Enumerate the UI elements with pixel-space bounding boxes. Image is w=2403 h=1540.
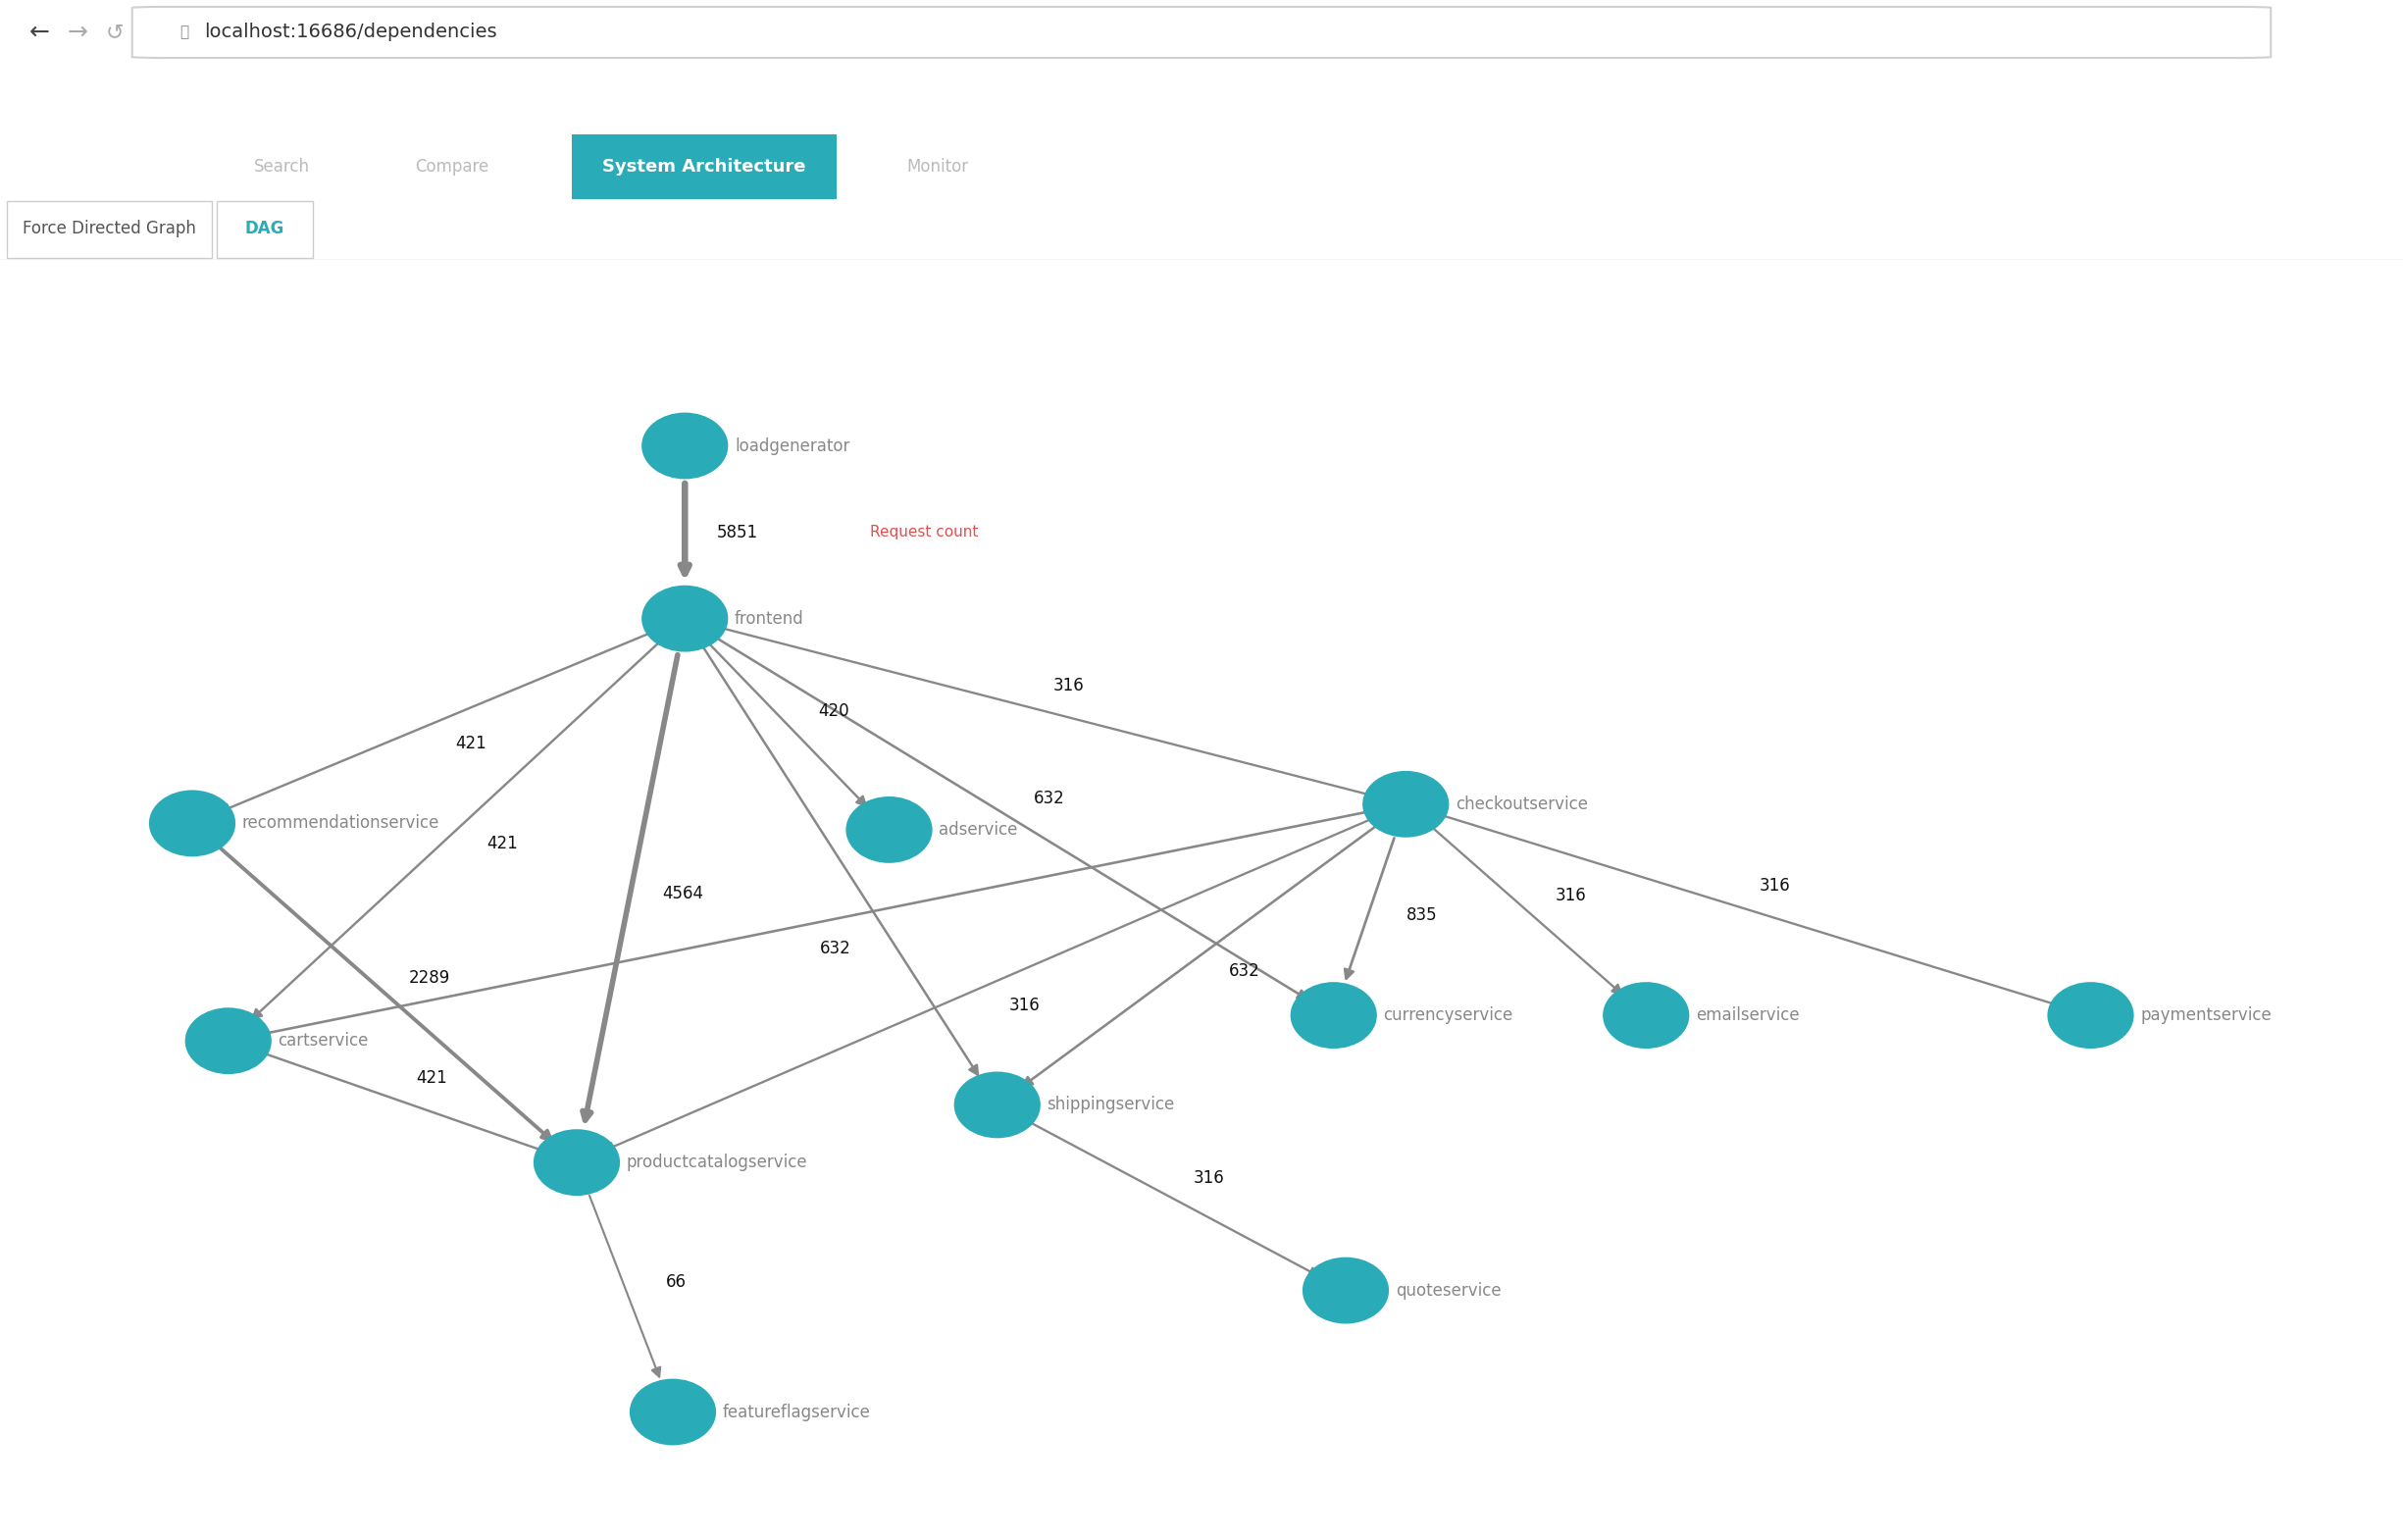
Text: →: →	[67, 20, 89, 45]
Text: paymentservice: paymentservice	[2141, 1007, 2271, 1024]
Text: quoteservice: quoteservice	[1396, 1281, 1502, 1300]
Text: Compare: Compare	[416, 157, 488, 176]
Text: 4564: 4564	[663, 884, 704, 902]
Text: emailservice: emailservice	[1697, 1007, 1800, 1024]
Ellipse shape	[1363, 772, 1449, 838]
Text: productcatalogservice: productcatalogservice	[627, 1153, 807, 1172]
FancyBboxPatch shape	[7, 202, 211, 257]
Bar	[572, 134, 836, 199]
Ellipse shape	[1302, 1257, 1389, 1324]
Text: Force Directed Graph: Force Directed Graph	[22, 219, 197, 237]
Text: localhost:16686/dependencies: localhost:16686/dependencies	[204, 23, 497, 42]
FancyBboxPatch shape	[132, 6, 2271, 59]
Text: 316: 316	[1759, 876, 1790, 895]
Text: 5851: 5851	[716, 524, 759, 541]
Text: 632: 632	[1228, 962, 1259, 979]
Text: currencyservice: currencyservice	[1384, 1007, 1514, 1024]
Text: loadgenerator: loadgenerator	[735, 437, 851, 454]
Text: ↺: ↺	[106, 23, 125, 42]
Text: 2289: 2289	[409, 970, 449, 987]
Text: checkoutservice: checkoutservice	[1456, 795, 1588, 813]
Text: shippingservice: shippingservice	[1048, 1096, 1175, 1113]
Ellipse shape	[954, 1072, 1040, 1138]
Text: 316: 316	[1194, 1169, 1226, 1187]
Text: ⓘ: ⓘ	[180, 25, 190, 40]
Text: DAG: DAG	[245, 219, 284, 237]
Text: 835: 835	[1406, 906, 1437, 924]
Text: recommendationservice: recommendationservice	[243, 815, 440, 832]
Text: 421: 421	[416, 1069, 447, 1087]
Text: 632: 632	[1033, 790, 1065, 807]
Ellipse shape	[642, 413, 728, 479]
Text: System Architecture: System Architecture	[603, 157, 805, 176]
Ellipse shape	[149, 790, 235, 856]
Ellipse shape	[846, 796, 932, 862]
Text: Search: Search	[255, 157, 310, 176]
Text: 632: 632	[819, 939, 851, 958]
Text: 421: 421	[488, 835, 519, 853]
Text: ←: ←	[29, 20, 50, 45]
Text: 316: 316	[1555, 887, 1586, 904]
Text: JAEGER UI: JAEGER UI	[53, 157, 151, 176]
FancyBboxPatch shape	[216, 202, 312, 257]
Text: cartservice: cartservice	[279, 1032, 368, 1050]
Ellipse shape	[185, 1007, 272, 1075]
Text: 316: 316	[1009, 996, 1040, 1013]
Text: featureflagservice: featureflagservice	[723, 1403, 870, 1421]
Ellipse shape	[2047, 983, 2134, 1049]
Ellipse shape	[1603, 983, 1689, 1049]
Text: Monitor: Monitor	[906, 157, 968, 176]
Ellipse shape	[630, 1378, 716, 1446]
Text: frontend: frontend	[735, 610, 805, 627]
Ellipse shape	[1290, 983, 1377, 1049]
Text: 421: 421	[457, 735, 488, 752]
Text: Request count: Request count	[870, 525, 978, 539]
Ellipse shape	[642, 585, 728, 651]
Text: 553: 553	[875, 844, 906, 861]
Text: 66: 66	[666, 1272, 687, 1291]
Ellipse shape	[533, 1129, 620, 1195]
Text: 420: 420	[819, 702, 851, 721]
Text: adservice: adservice	[940, 821, 1019, 839]
Text: 316: 316	[1053, 678, 1084, 695]
